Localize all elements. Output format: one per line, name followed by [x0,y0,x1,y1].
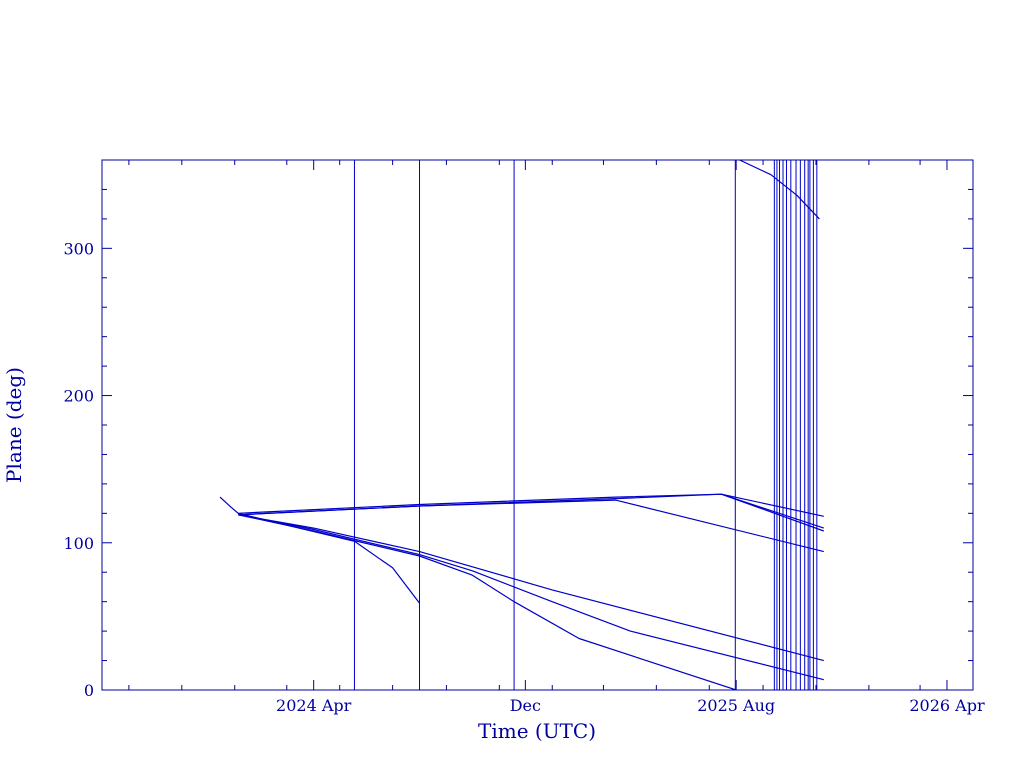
y-tick-label: 0 [84,681,94,700]
plot-frame [101,159,974,691]
event-lines [353,160,818,690]
series-line [238,514,737,690]
tick-labels: 2024 Apr Dec 2025 Aug 2026 Apr 0 100 200 300 [63,239,984,715]
y-tick-label: 200 [63,387,94,406]
tick-marks [102,160,973,691]
series-line [739,160,820,220]
series-line [238,514,824,681]
series-line [238,499,824,553]
series-lines [219,160,825,690]
x-tick-label: 2024 Apr [276,696,352,715]
x-axis-label: Time (UTC) [478,719,596,743]
y-tick-label: 100 [63,534,94,553]
y-axis-label: Plane (deg) [2,367,26,483]
series-line [238,493,825,532]
x-tick-label: Dec [510,696,541,715]
x-tick-label: 2025 Aug [697,696,775,715]
x-tick-label: 2026 Apr [909,696,985,715]
series-line [721,493,824,517]
series-line [238,514,824,662]
y-tick-label: 300 [63,239,94,258]
series-line [238,493,824,529]
